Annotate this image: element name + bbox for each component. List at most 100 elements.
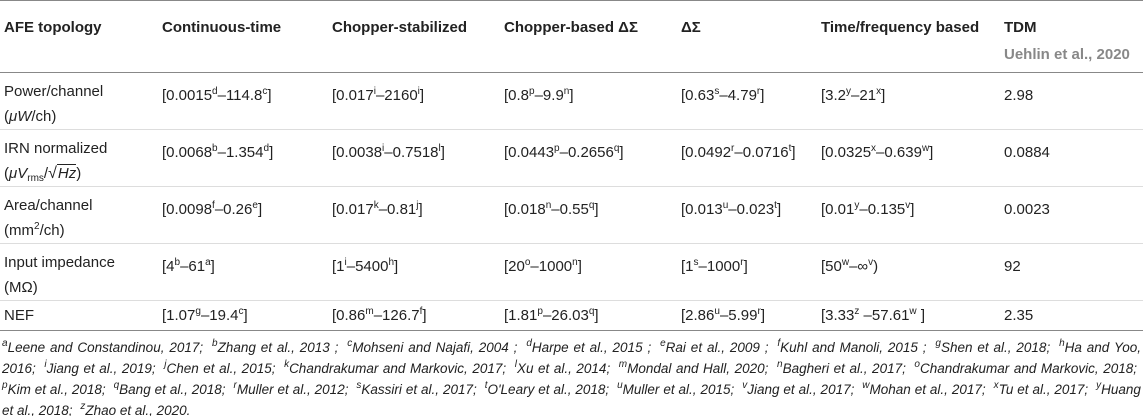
footnote: fKuhl and Manoli, 2015 ; [777, 339, 926, 356]
footnote: yHuang et al., 2018; [2, 380, 1141, 416]
header-row: AFE topology Continuous-time Chopper-stabi… [0, 0, 1143, 73]
text-run: 2.98 [1004, 87, 1034, 104]
table-cell: [0.017i–2160i] [328, 72, 500, 130]
text-run: –0.023 [728, 201, 775, 218]
table-cell: [0.0015d–114.8c] [158, 72, 328, 130]
footnote-text: Ha and Yoo, 2016; [2, 340, 1141, 376]
footnote-text: Bagheri et al., 2017; [782, 361, 906, 376]
table-cell: [0.0068b–1.354d] [158, 129, 328, 187]
text-run: ] [619, 144, 624, 161]
text-run: ] [791, 144, 796, 161]
text-run: ] [776, 201, 782, 218]
table-cell: [1i–5400h] [328, 243, 500, 301]
superscript: c [262, 86, 268, 97]
superscript: u [722, 200, 729, 211]
footnote-mark: j [164, 359, 167, 370]
footnote-mark: c [347, 338, 353, 349]
text-run: ] [916, 307, 925, 324]
footnote: kChandrakumar and Markovic, 2017; [284, 360, 506, 377]
label-line: Power/channel [4, 79, 154, 104]
footnote-mark: p [2, 380, 8, 391]
footnote: wMohan et al., 2017; [862, 381, 985, 398]
table-cell: [1s–1000r] [677, 243, 817, 301]
text-run: /ch) [31, 108, 57, 125]
text-run: [0.0038 [332, 144, 383, 161]
superscript: a [205, 257, 211, 268]
header-text: Continuous-time [162, 19, 282, 36]
superscript: c [238, 306, 244, 317]
label-line: (MΩ) [4, 275, 154, 300]
footnote-text: Xu et al., 2014; [516, 361, 611, 376]
text-run: –21 [851, 87, 877, 104]
superscript: w [841, 257, 850, 268]
footnote-text: Zhang et al., 2013 ; [217, 340, 339, 355]
text-run: ] [210, 258, 215, 275]
superscript: i [373, 86, 376, 97]
text-run: [0.0068 [162, 144, 213, 161]
header-text: Chopper-based ΔΣ [504, 19, 638, 36]
text-run: –19.4 [200, 307, 239, 324]
sqrt-sign: √ [48, 165, 57, 182]
footnote-mark: z [80, 401, 86, 412]
superscript: d [263, 143, 270, 154]
table-row: Power/channel (μW/ch) [0.0015d–114.8c] [0.0… [0, 72, 1143, 130]
footnote: sKassiri et al., 2017; [356, 381, 476, 398]
text-run: –1.354 [217, 144, 264, 161]
header-text: TDM [1004, 19, 1037, 36]
text-run: –114.8 [217, 87, 263, 104]
header-text: Chopper-stabilized [332, 19, 468, 36]
superscript: n [545, 200, 552, 211]
text-run: ( [4, 108, 9, 125]
header-text: Time/frequency based [821, 19, 980, 36]
superscript: r [740, 257, 744, 268]
superscript: o [524, 257, 531, 268]
text-run: ] [910, 201, 915, 218]
footnote-mark: m [618, 359, 628, 370]
subscript: rms [27, 173, 44, 184]
footnote-mark: y [1096, 380, 1102, 391]
footnote-text: Harpe et al., 2015 ; [531, 340, 652, 355]
footnote: eRai et al., 2009 ; [660, 339, 769, 356]
header-cell: Chopper-based ΔΣ [500, 0, 677, 73]
text-run: [1 [681, 258, 694, 275]
superscript: t [788, 143, 792, 154]
label-line: (mm2/ch) [4, 218, 154, 243]
text-run: ] [743, 258, 748, 275]
footnote-text: Muller et al., 2012; [236, 382, 349, 397]
sqrt: √Hz [48, 164, 77, 182]
text-run: –0.135 [859, 201, 906, 218]
header-cell: TDM Uehlin et al., 2020 [1000, 0, 1143, 73]
text-run: ] [594, 201, 599, 218]
text-run: –1000 [530, 258, 573, 275]
text-run: ] [881, 87, 886, 104]
text-run: 92 [1004, 258, 1021, 275]
superscript: n [572, 257, 578, 268]
text-run: [4 [162, 258, 175, 275]
text-run: –0.55 [551, 201, 589, 218]
text-run: 0.0884 [1004, 144, 1050, 161]
row-label: NEF [0, 300, 158, 331]
table-cell: [0.8p–9.9n] [500, 72, 677, 130]
footnote-text: Rai et al., 2009 ; [665, 340, 769, 355]
superscript: k [373, 200, 379, 211]
footnote: aLeene and Constandinou, 2017; [2, 339, 203, 356]
italic-run: μW [9, 108, 32, 125]
text-run: [0.017 [332, 87, 374, 104]
text-run: –0.2656 [559, 144, 614, 161]
table-cell: [20o–1000n] [500, 243, 677, 301]
footnote-text: O'Leary et al., 2018; [487, 382, 610, 397]
footnote-text: Chen et al., 2015; [166, 361, 276, 376]
footnote: tO'Leary et al., 2018; [484, 380, 610, 398]
table-cell: 2.98 [1000, 72, 1143, 130]
text-run: –0.81 [378, 201, 417, 218]
footnote-mark: t [484, 380, 488, 391]
footnote: oChandrakumar and Markovic, 2018; [914, 360, 1137, 377]
footnote: iJiang et al., 2019; [44, 360, 155, 377]
footnote: mMondal and Hall, 2020; [618, 359, 769, 377]
text-run: [0.63 [681, 87, 715, 104]
row-label: Input impedance (MΩ) [0, 243, 158, 301]
footnote-text: Muller et al., 2015; [622, 382, 735, 397]
table-cell: [3.2y–21x] [817, 72, 1000, 130]
text-run: [20 [504, 258, 525, 275]
table-cell: 2.35 [1000, 300, 1143, 331]
